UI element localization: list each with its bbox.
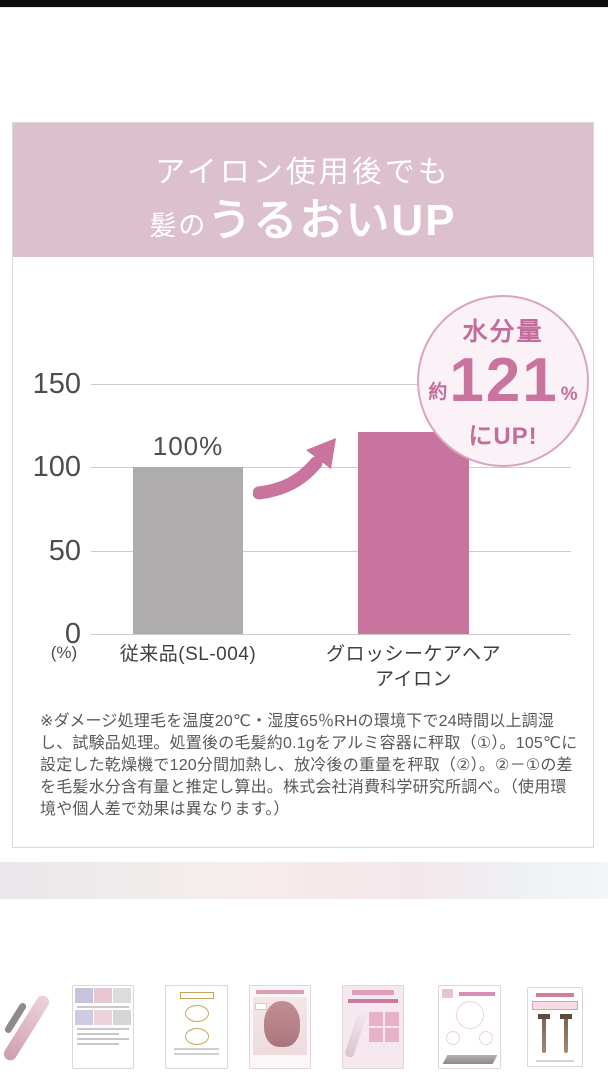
gridline-0: 0 — [65, 618, 571, 650]
thumbnail-comparison-table[interactable] — [72, 985, 134, 1069]
thumbnail-no1-awards[interactable] — [165, 985, 228, 1069]
moisture-info-card: アイロン使用後でも 髪のうるおいUP 150 100 50 0 100% — [12, 122, 594, 848]
bar-value-label: 100% — [152, 431, 224, 462]
badge-label: 水分量 — [462, 317, 544, 346]
y-tick-50: 50 — [48, 534, 81, 567]
thumbnail-pink-bob-hair[interactable] — [249, 985, 311, 1069]
badge-suffix: にUP! — [468, 422, 538, 450]
card-header: アイロン使用後でも 髪のうるおいUP — [13, 123, 593, 257]
hair-strands-graphic — [528, 993, 582, 1062]
badge-value-row: 約 121 % — [428, 345, 578, 415]
thumbnail-pearl-plate-detail[interactable] — [438, 985, 501, 1069]
footnote-text: ※ダメージ処理毛を温度20℃・湿度65％RHの環境下で24時間以上調湿し、試験品… — [40, 713, 578, 818]
gridline-150: 150 — [33, 368, 571, 400]
badge-unit: % — [560, 383, 578, 405]
pearl-plate-graphic — [439, 989, 500, 1064]
y-tick-150: 150 — [32, 367, 81, 400]
pearl-plate-usage-graphic — [343, 990, 403, 1059]
thumbnail-pink-hair-iron[interactable] — [1, 987, 52, 1065]
status-bar — [0, 0, 608, 8]
x-label-glossy-line1: グロッシーケアヘア — [325, 644, 502, 665]
bar-column-glossy — [358, 384, 469, 634]
comparison-table-graphic — [73, 986, 133, 1045]
section-divider — [0, 862, 608, 899]
card-title-line1: アイロン使用後でも — [155, 156, 451, 189]
bar-conventional — [133, 467, 243, 634]
badge-approx: 約 — [428, 381, 448, 403]
y-axis-unit: (%) — [50, 643, 78, 662]
x-label-glossy: グロッシーケアヘア アイロン — [306, 642, 521, 692]
y-tick-100: 100 — [32, 450, 81, 483]
award-emblems-graphic — [166, 992, 227, 1055]
card-title-line2-main: うるおいUP — [207, 196, 457, 245]
x-label-glossy-line2: アイロン — [374, 669, 453, 690]
increase-arrow-icon — [253, 438, 336, 500]
bar-column-conventional: 100% — [133, 384, 243, 634]
thumbnail-pearl-plate-usage[interactable] — [342, 985, 404, 1069]
y-tick-0: 0 — [64, 617, 81, 650]
card-title-line2: 髪のうるおいUP — [13, 195, 593, 257]
badge-value: 121 — [449, 345, 559, 415]
bob-hair-graphic — [250, 990, 310, 1055]
gridline-50: 50 — [49, 535, 571, 567]
moisture-badge: 水分量 約 121 % にUP! — [417, 295, 589, 467]
moisture-bar-chart: 150 100 50 0 100% — [33, 368, 571, 650]
bar-glossy-care — [358, 432, 469, 634]
card-title-line2-prefix: 髪の — [149, 211, 208, 241]
x-label-conventional: 従来品(SL-004) — [119, 644, 257, 665]
thumbnail-hair-strands-comparison[interactable] — [527, 987, 583, 1067]
